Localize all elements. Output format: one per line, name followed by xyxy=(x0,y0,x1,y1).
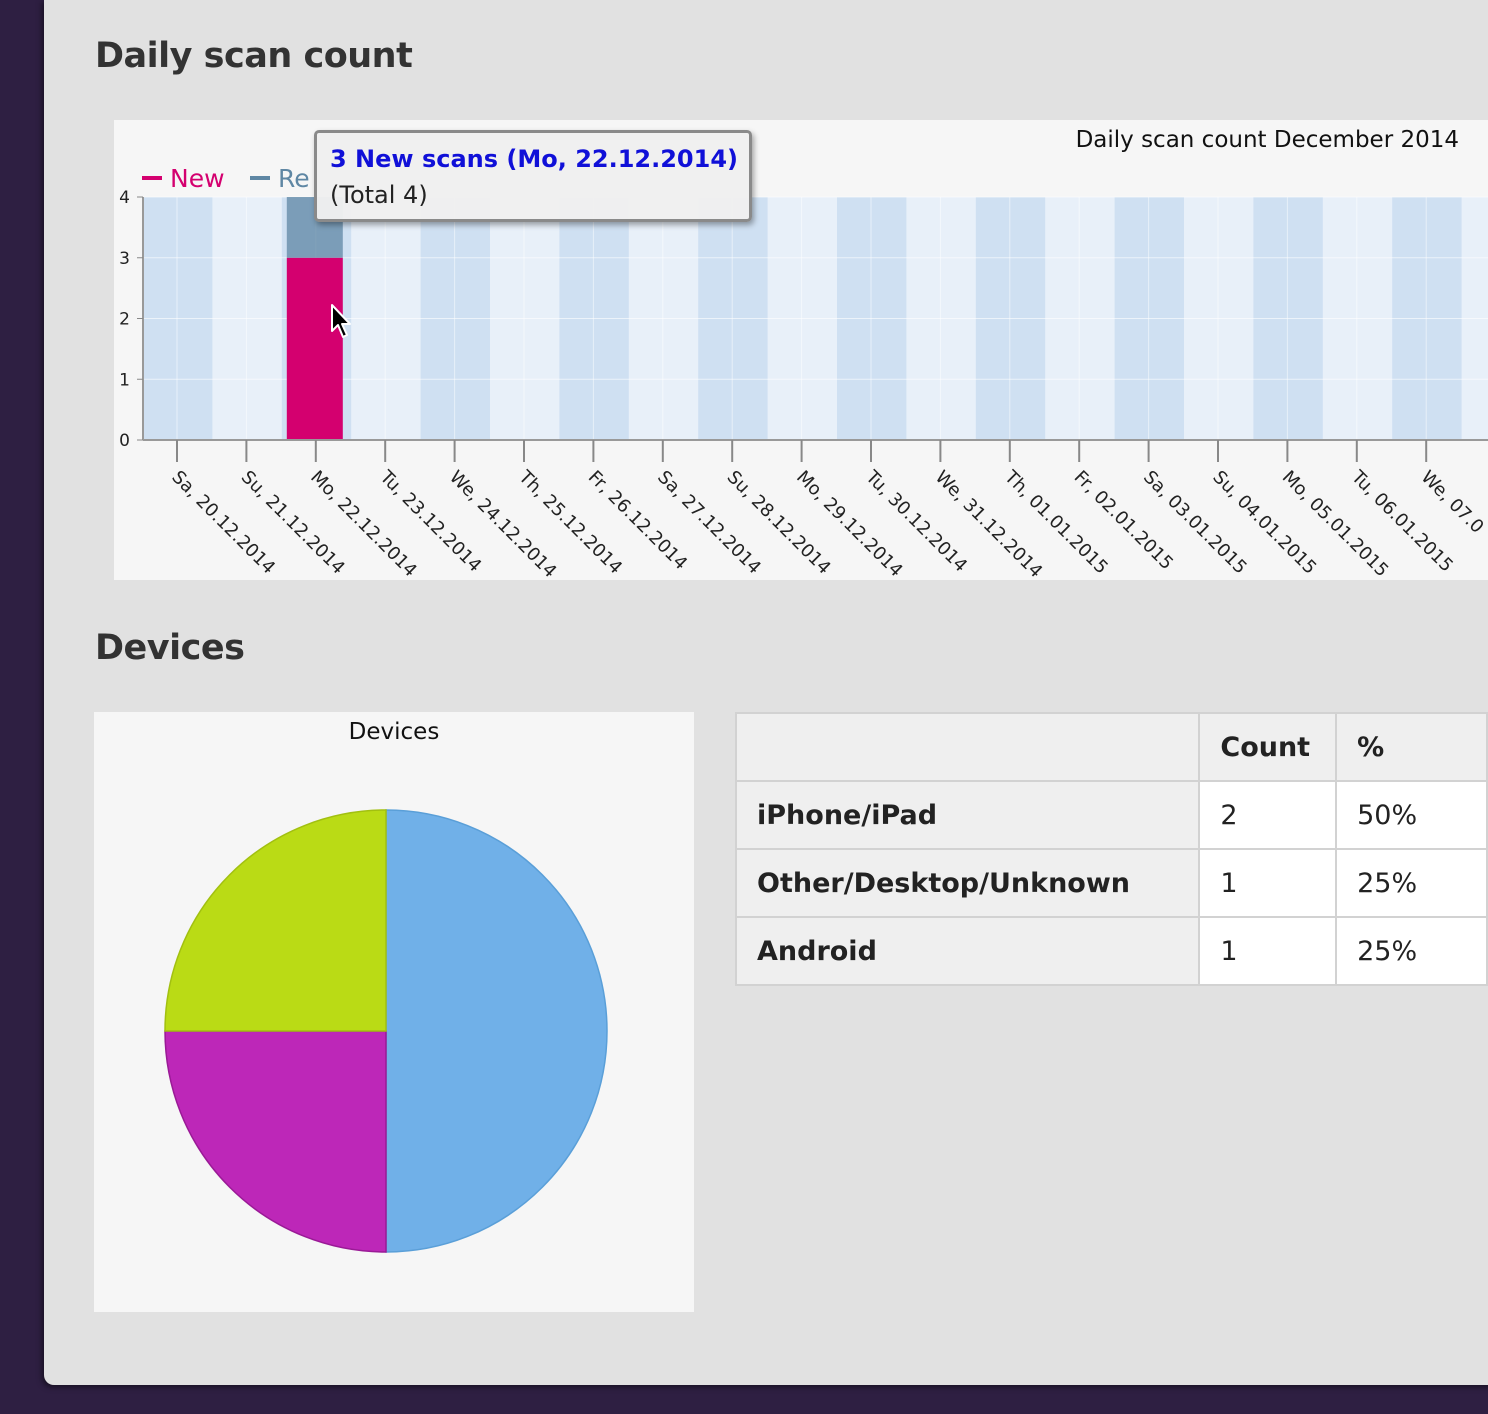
device-percent: 50% xyxy=(1335,780,1488,850)
pie-slice xyxy=(164,809,387,1032)
device-label: Android xyxy=(734,916,1201,986)
table-header-row: Count % xyxy=(734,712,1488,782)
daily-scan-chart[interactable]: 0 1 2 3 4 Sa, 20.12.2014 Su, 21.12.2014 Mo, 22.… xyxy=(114,120,1488,582)
devices-heading: Devices xyxy=(95,628,245,668)
table-row: Android 1 25% xyxy=(734,916,1488,986)
y-tick-label: 0 xyxy=(119,431,130,451)
pie-title: Devices xyxy=(349,719,440,745)
device-percent: 25% xyxy=(1335,916,1488,986)
pie-slice xyxy=(385,809,608,1253)
pie-slice xyxy=(164,1030,387,1253)
device-percent: 25% xyxy=(1335,848,1488,918)
device-count: 2 xyxy=(1198,780,1338,850)
tooltip-total: (Total 4) xyxy=(330,181,428,209)
tooltip-title: 3 New scans (Mo, 22.12.2014) xyxy=(330,145,738,173)
bar-new xyxy=(286,257,343,440)
table-header-empty xyxy=(734,712,1201,782)
chart-title: Daily scan count December 2014 xyxy=(1076,127,1459,153)
y-tick-label: 1 xyxy=(119,370,130,390)
table-row: iPhone/iPad 2 50% xyxy=(734,780,1488,850)
y-tick-label: 2 xyxy=(119,310,130,330)
x-tick-label: We, 07.0 xyxy=(1417,467,1488,538)
scan-count-heading: Daily scan count xyxy=(95,36,413,76)
mouse-cursor-icon xyxy=(330,303,352,345)
device-label: iPhone/iPad xyxy=(734,780,1201,850)
devices-table: Count % iPhone/iPad 2 50% Other/Desktop/… xyxy=(734,712,1488,986)
devices-pie-chart[interactable]: Devices xyxy=(94,712,694,1312)
legend-new-label: New xyxy=(170,164,225,193)
table-header-percent: % xyxy=(1335,712,1488,782)
chart-tooltip: 3 New scans (Mo, 22.12.2014) (Total 4) xyxy=(314,130,752,222)
table-header-count: Count xyxy=(1198,712,1338,782)
devices-pie-chart-svg[interactable]: Devices xyxy=(94,712,694,1312)
table-row: Other/Desktop/Unknown 1 25% xyxy=(734,848,1488,918)
device-count: 1 xyxy=(1198,916,1338,986)
y-tick-label: 3 xyxy=(119,249,130,269)
device-label: Other/Desktop/Unknown xyxy=(734,848,1201,918)
y-tick-label: 4 xyxy=(119,188,130,208)
device-count: 1 xyxy=(1198,848,1338,918)
legend-returning-label: Re xyxy=(278,164,310,193)
